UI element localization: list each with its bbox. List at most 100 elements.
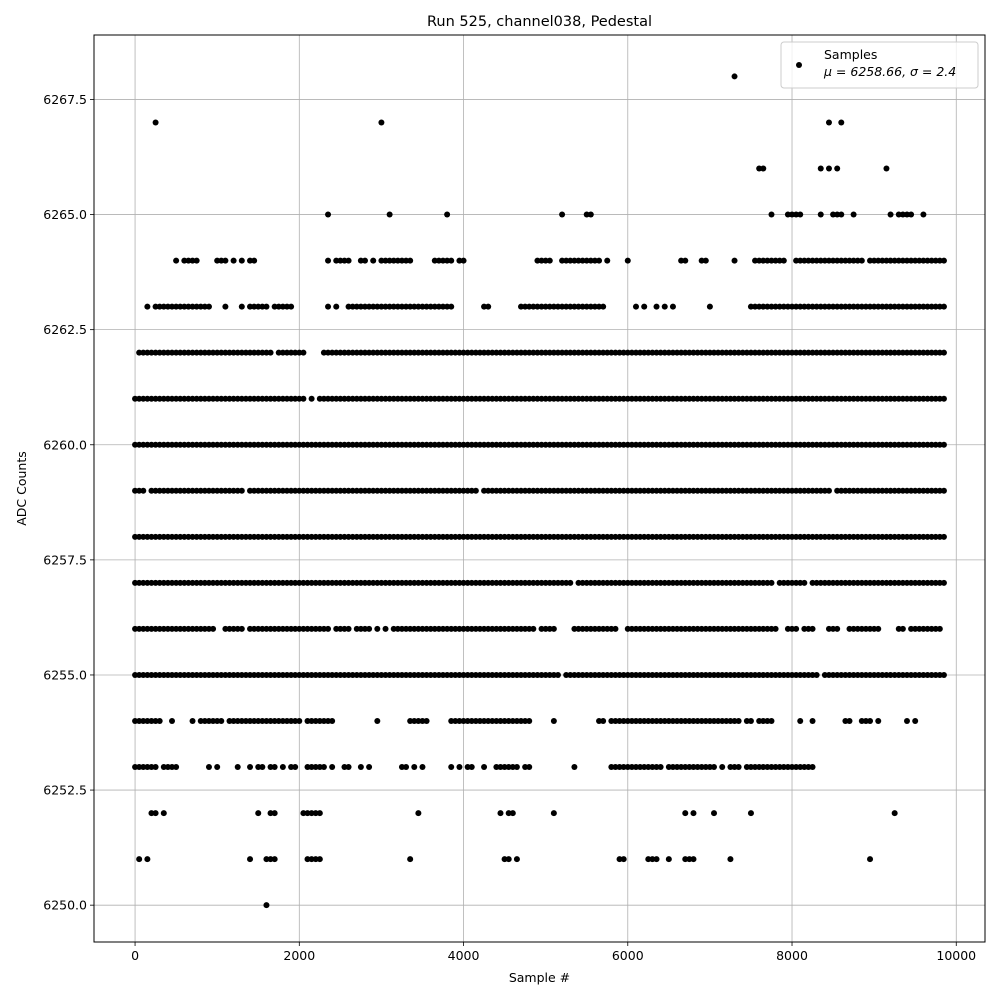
data-point bbox=[234, 533, 241, 540]
data-point bbox=[559, 533, 566, 540]
data-point bbox=[505, 671, 512, 678]
data-point bbox=[415, 303, 422, 310]
data-point bbox=[587, 395, 594, 402]
data-point bbox=[251, 303, 258, 310]
data-point bbox=[850, 211, 857, 218]
data-point bbox=[169, 395, 176, 402]
data-point bbox=[234, 671, 241, 678]
data-point bbox=[809, 395, 816, 402]
data-point bbox=[735, 395, 742, 402]
data-point bbox=[345, 579, 352, 586]
data-point bbox=[497, 718, 504, 725]
x-tick-label: 2000 bbox=[283, 948, 315, 963]
data-point bbox=[468, 764, 475, 771]
data-point bbox=[862, 395, 869, 402]
data-point bbox=[665, 764, 672, 771]
data-point bbox=[883, 441, 890, 448]
data-point bbox=[518, 579, 525, 586]
data-point bbox=[916, 671, 923, 678]
data-point bbox=[349, 441, 356, 448]
data-point bbox=[341, 579, 348, 586]
data-point bbox=[271, 671, 278, 678]
data-point bbox=[916, 395, 923, 402]
data-point bbox=[251, 441, 258, 448]
data-point bbox=[768, 579, 775, 586]
data-point bbox=[706, 487, 713, 494]
data-point bbox=[509, 533, 516, 540]
data-point bbox=[563, 671, 570, 678]
data-point bbox=[854, 395, 861, 402]
data-point bbox=[366, 395, 373, 402]
data-point bbox=[329, 579, 336, 586]
data-point bbox=[325, 257, 332, 264]
data-point bbox=[903, 487, 910, 494]
data-point bbox=[669, 718, 676, 725]
data-point bbox=[899, 441, 906, 448]
data-point bbox=[509, 764, 516, 771]
data-point bbox=[160, 487, 167, 494]
data-point bbox=[325, 487, 332, 494]
data-point bbox=[259, 349, 266, 356]
data-point bbox=[185, 303, 192, 310]
data-point bbox=[731, 257, 738, 264]
data-point bbox=[509, 810, 516, 817]
data-point bbox=[173, 764, 180, 771]
data-point bbox=[834, 671, 841, 678]
data-point bbox=[908, 533, 915, 540]
data-point bbox=[554, 395, 561, 402]
data-point bbox=[534, 441, 541, 448]
data-point bbox=[715, 395, 722, 402]
data-point bbox=[526, 764, 533, 771]
data-point bbox=[230, 441, 237, 448]
data-point bbox=[201, 395, 208, 402]
data-point bbox=[341, 441, 348, 448]
data-point bbox=[386, 487, 393, 494]
data-point bbox=[296, 671, 303, 678]
data-point bbox=[456, 625, 463, 632]
data-point bbox=[164, 625, 171, 632]
data-point bbox=[616, 487, 623, 494]
data-point bbox=[444, 395, 451, 402]
data-point bbox=[821, 671, 828, 678]
data-point bbox=[727, 533, 734, 540]
data-point bbox=[559, 257, 566, 264]
data-point bbox=[468, 395, 475, 402]
data-point bbox=[386, 211, 393, 218]
data-point bbox=[205, 395, 212, 402]
data-point bbox=[706, 625, 713, 632]
data-point bbox=[407, 487, 414, 494]
data-point bbox=[431, 579, 438, 586]
data-point bbox=[678, 718, 685, 725]
data-point bbox=[772, 303, 779, 310]
data-point bbox=[152, 487, 159, 494]
data-point bbox=[702, 395, 709, 402]
data-point bbox=[854, 257, 861, 264]
data-point bbox=[550, 395, 557, 402]
data-point bbox=[817, 533, 824, 540]
data-point bbox=[760, 303, 767, 310]
data-point bbox=[546, 395, 553, 402]
data-point bbox=[431, 441, 438, 448]
data-point bbox=[481, 579, 488, 586]
data-point bbox=[156, 395, 163, 402]
data-point bbox=[337, 441, 344, 448]
data-point bbox=[333, 671, 340, 678]
data-point bbox=[234, 579, 241, 586]
data-point bbox=[333, 349, 340, 356]
data-point bbox=[649, 625, 656, 632]
data-point bbox=[234, 487, 241, 494]
data-point bbox=[616, 764, 623, 771]
data-point bbox=[526, 625, 533, 632]
data-point bbox=[407, 671, 414, 678]
data-point bbox=[189, 671, 196, 678]
data-point bbox=[883, 579, 890, 586]
data-point bbox=[862, 671, 869, 678]
data-point bbox=[936, 441, 943, 448]
data-point bbox=[144, 441, 151, 448]
data-point bbox=[333, 487, 340, 494]
data-point bbox=[784, 487, 791, 494]
data-point bbox=[801, 441, 808, 448]
data-point bbox=[489, 487, 496, 494]
data-point bbox=[936, 579, 943, 586]
data-point bbox=[423, 718, 430, 725]
